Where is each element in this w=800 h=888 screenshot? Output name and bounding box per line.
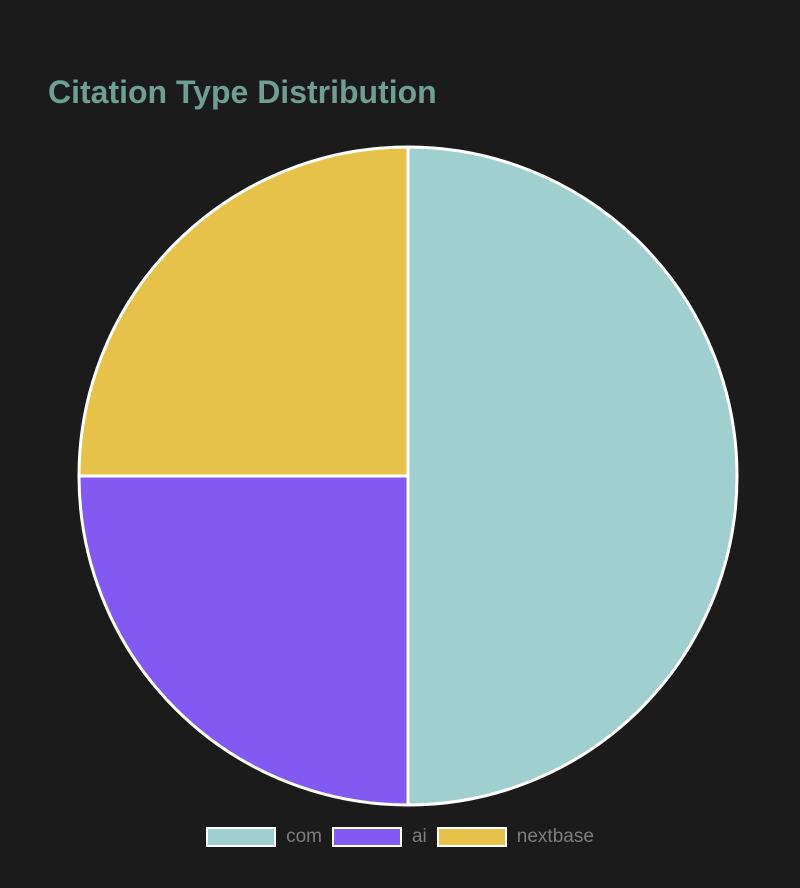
chart-title: Citation Type Distribution xyxy=(48,74,437,110)
legend-swatch-nextbase xyxy=(436,827,507,847)
legend-label-ai: ai xyxy=(411,826,427,847)
pie-slice-com[interactable] xyxy=(406,145,739,807)
legend-label-com: com xyxy=(286,826,322,847)
legend-item-nextbase[interactable]: nextbase xyxy=(436,824,594,850)
pie-slice-ai[interactable] xyxy=(77,474,410,807)
chart-legend: com ai nextbase xyxy=(0,824,800,850)
pie-slice-nextbase[interactable] xyxy=(77,145,410,478)
legend-item-ai[interactable]: ai xyxy=(331,824,427,850)
legend-item-com[interactable]: com xyxy=(206,824,322,850)
legend-label-nextbase: nextbase xyxy=(516,826,594,847)
legend-swatch-ai xyxy=(331,827,402,847)
legend-swatch-com xyxy=(206,827,277,847)
